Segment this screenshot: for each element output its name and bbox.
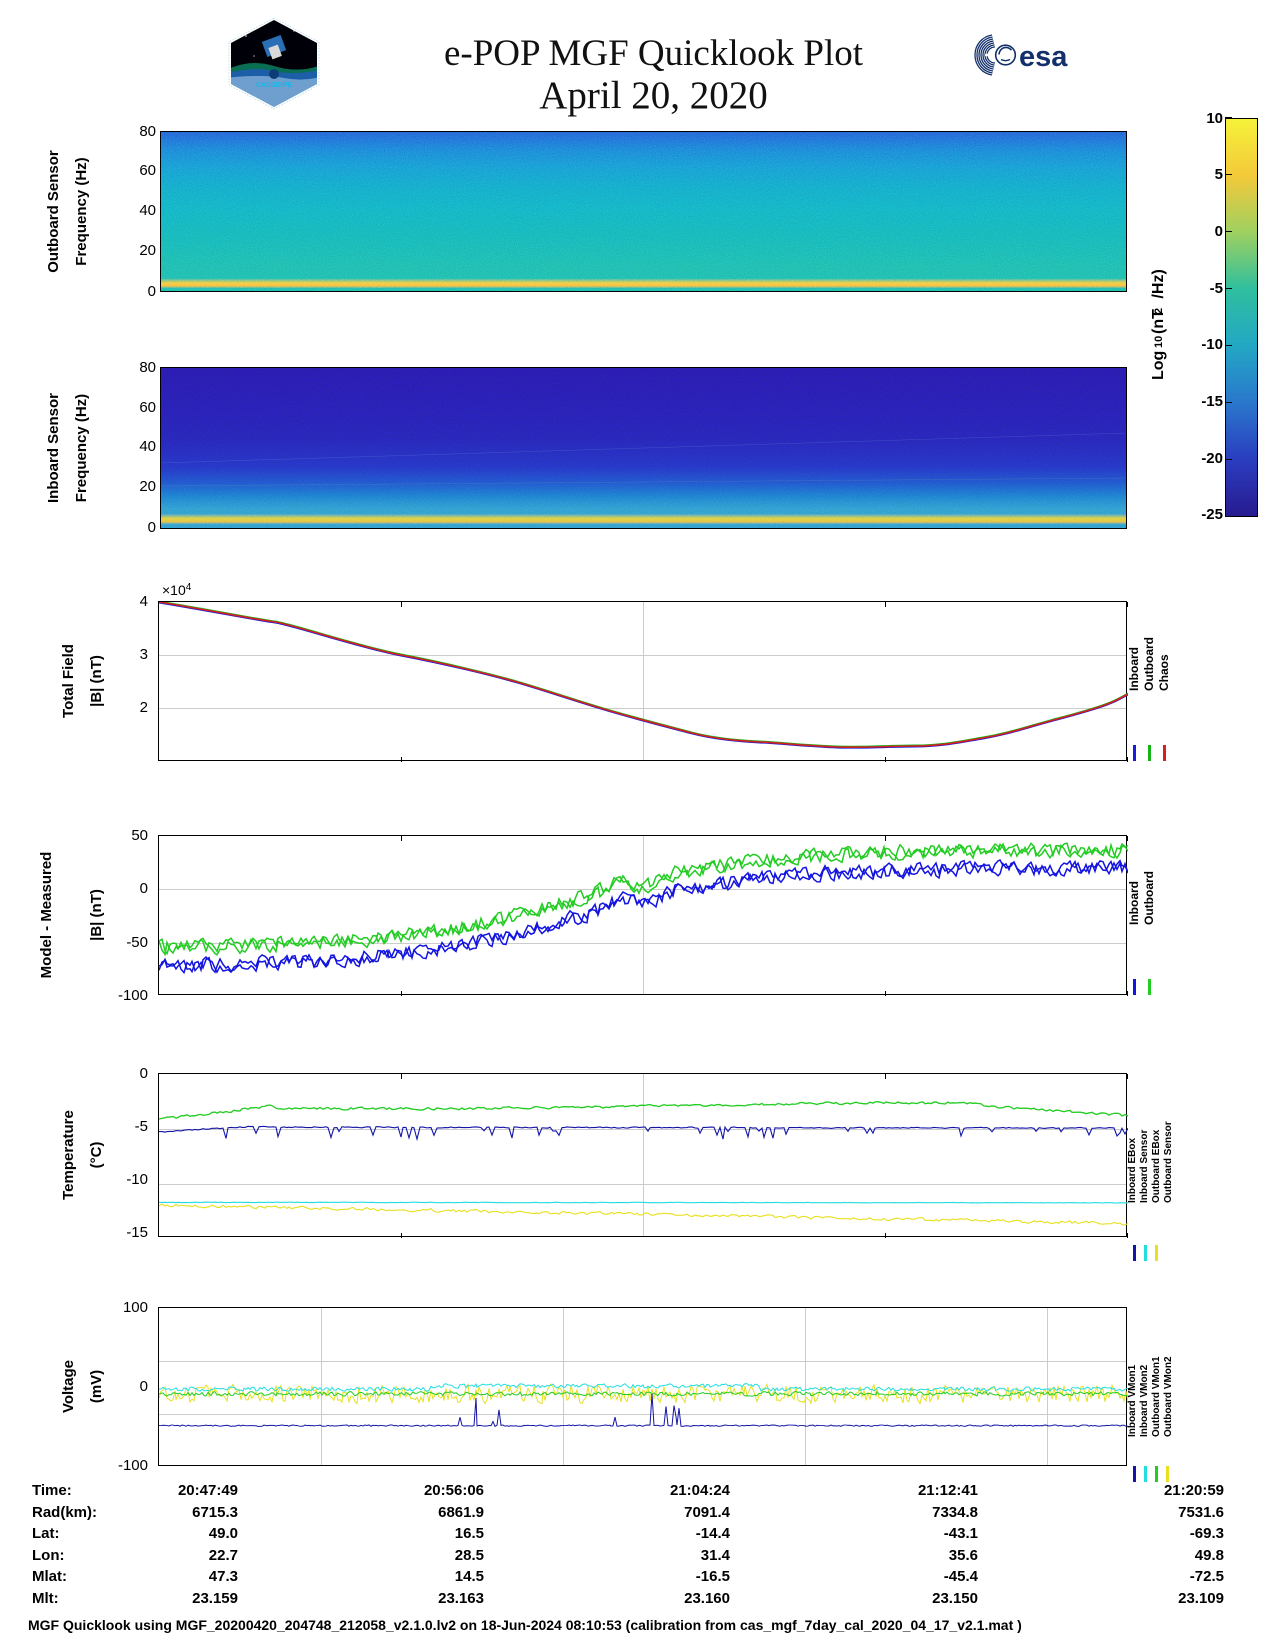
svg-text:esa: esa: [1019, 41, 1068, 73]
